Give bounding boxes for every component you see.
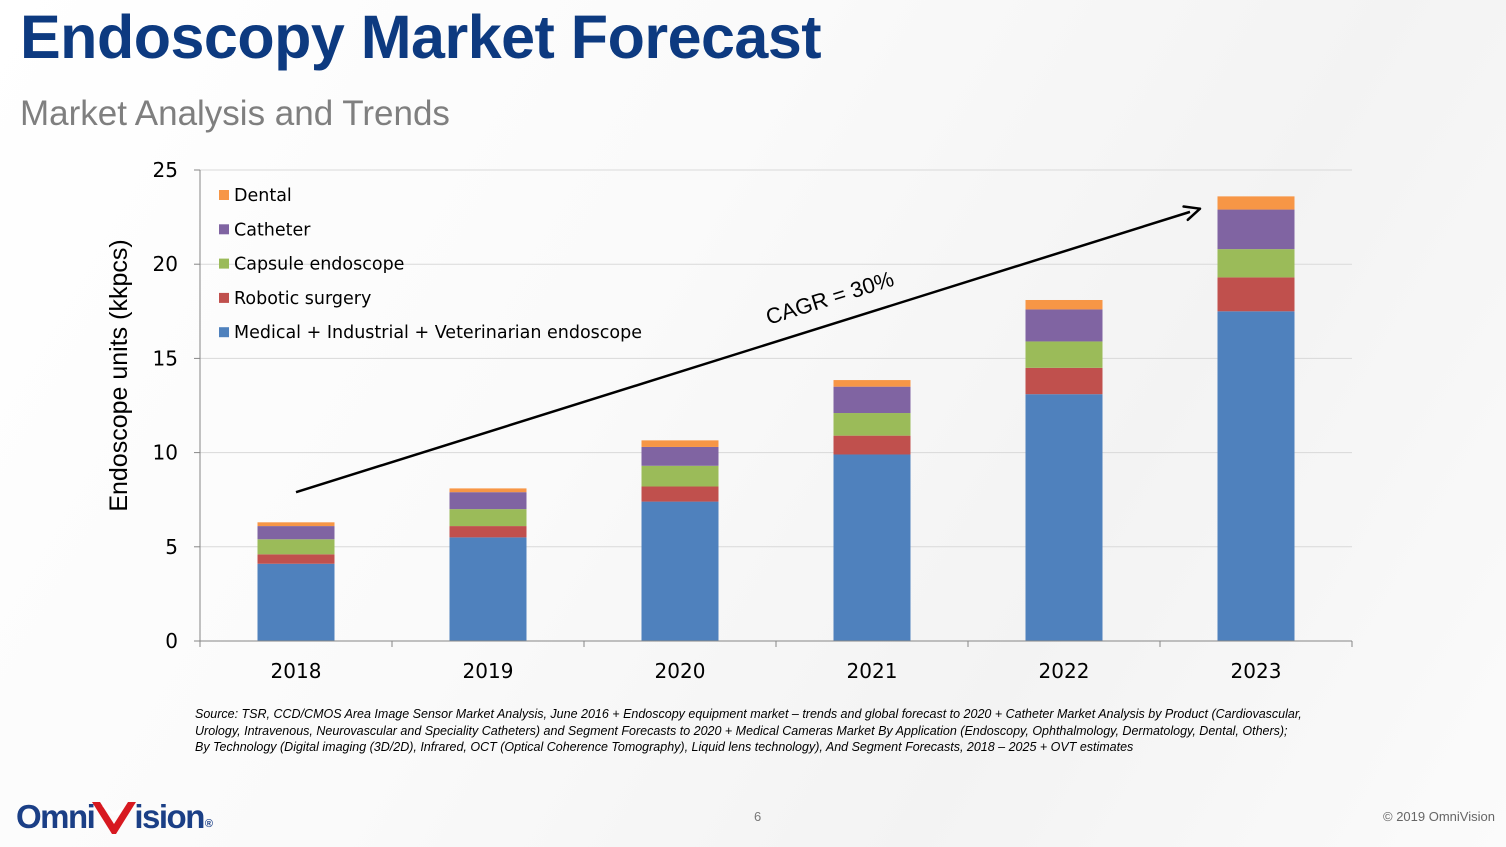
- bar-segment: [641, 440, 719, 447]
- legend-label: Robotic surgery: [234, 289, 371, 309]
- logo-text-left: Omni: [16, 798, 96, 835]
- bar-segment: [1025, 299, 1103, 310]
- y-tick-label: 20: [153, 252, 178, 276]
- bar-segment: [641, 486, 719, 502]
- legend-label: Medical + Industrial + Veterinarian endo…: [234, 323, 642, 343]
- logo-registered-mark: ®: [204, 818, 213, 830]
- y-tick-label: 25: [153, 158, 178, 182]
- bar-segment: [1217, 196, 1295, 210]
- bar-segment: [1025, 309, 1103, 342]
- cagr-arrow-line: [295, 210, 1191, 494]
- slide-subtitle: Market Analysis and Trends: [20, 94, 450, 133]
- bar-segment: [449, 488, 527, 493]
- bar-segment: [257, 554, 335, 564]
- bar-segment: [449, 526, 527, 538]
- bar-segment: [449, 509, 527, 527]
- bar-segment: [257, 563, 335, 641]
- bar-segment: [641, 501, 719, 641]
- bar-segment: [641, 446, 719, 466]
- bar-segment: [1025, 341, 1103, 368]
- x-tick-label: 2020: [655, 659, 706, 683]
- bar-segment: [833, 435, 911, 455]
- legend-label: Dental: [234, 186, 292, 206]
- bar-segment: [257, 539, 335, 555]
- bar-segment: [833, 380, 911, 387]
- y-tick-label: 10: [153, 441, 178, 465]
- cagr-arrow-head-icon: [1182, 205, 1202, 222]
- page-number: 6: [754, 809, 762, 824]
- y-tick-label: 5: [165, 535, 178, 559]
- bar-segment: [1217, 249, 1295, 278]
- y-tick-label: 15: [153, 346, 178, 370]
- bar-segment: [833, 386, 911, 414]
- bar-segment: [1217, 311, 1295, 641]
- bar-segment: [833, 454, 911, 641]
- y-tick-label: 0: [165, 629, 178, 653]
- bar-segment: [449, 537, 527, 641]
- bar-segment: [449, 492, 527, 510]
- x-tick-label: 2021: [847, 659, 898, 683]
- bar-segment: [1025, 394, 1103, 641]
- bar-segment: [257, 526, 335, 540]
- y-axis-label: Endoscope units (kkpcs): [105, 239, 133, 511]
- x-tick-label: 2019: [463, 659, 514, 683]
- copyright-text: © 2019 OmniVision: [1383, 809, 1495, 824]
- legend-swatch: [219, 327, 229, 338]
- legend-swatch: [219, 190, 229, 200]
- x-tick-label: 2018: [271, 659, 322, 683]
- logo-v-mark-icon: [92, 802, 137, 834]
- cagr-label: CAGR = 30%: [763, 266, 897, 330]
- legend-label: Catheter: [234, 220, 311, 240]
- x-tick-label: 2022: [1039, 659, 1090, 683]
- legend-swatch: [219, 292, 229, 303]
- slide-title: Endoscopy Market Forecast: [20, 3, 822, 71]
- legend-swatch: [219, 258, 229, 269]
- bar-segment: [1025, 367, 1103, 395]
- logo-text-right: ision: [134, 798, 205, 835]
- bar-segment: [641, 465, 719, 487]
- bar-segment: [1217, 277, 1295, 312]
- legend-swatch: [219, 224, 229, 235]
- bar-segment: [833, 413, 911, 436]
- bar-segment: [257, 522, 335, 527]
- omnivision-logo: Omni ision ®: [16, 798, 213, 836]
- bar-segment: [1217, 209, 1295, 250]
- legend-label: Capsule endoscope: [234, 255, 404, 275]
- source-note: Source: TSR, CCD/CMOS Area Image Sensor …: [195, 707, 1302, 754]
- x-tick-label: 2023: [1231, 659, 1282, 683]
